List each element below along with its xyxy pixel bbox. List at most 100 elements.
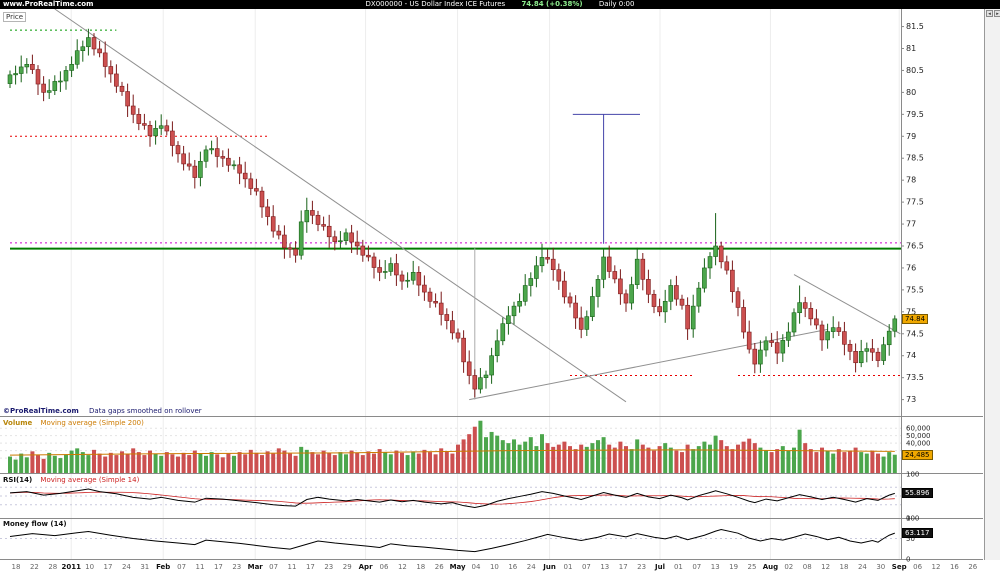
volume-ma-label: Moving average (Simple 200) [40, 419, 144, 427]
svg-text:10: 10 [490, 563, 499, 571]
money-flow-line[interactable] [9, 528, 895, 553]
svg-text:30: 30 [876, 563, 885, 571]
svg-text:100: 100 [906, 471, 919, 479]
svg-text:80: 80 [906, 88, 916, 97]
svg-text:18: 18 [12, 563, 21, 571]
svg-text:81.5: 81.5 [906, 22, 924, 31]
svg-text:25: 25 [748, 563, 757, 571]
svg-text:2011: 2011 [61, 563, 81, 571]
svg-text:60,000: 60,000 [906, 425, 931, 433]
svg-text:06: 06 [913, 563, 922, 571]
svg-text:17: 17 [214, 563, 223, 571]
svg-text:13: 13 [711, 563, 720, 571]
svg-text:0: 0 [906, 556, 910, 564]
scroll-left-button[interactable]: ◂ [986, 10, 993, 17]
svg-text:06: 06 [380, 563, 389, 571]
svg-text:79: 79 [906, 132, 916, 141]
svg-text:76: 76 [906, 263, 916, 272]
svg-text:12: 12 [398, 563, 407, 571]
month-gridlines [70, 9, 900, 559]
svg-text:16: 16 [508, 563, 517, 571]
price-pane-label: Price [3, 12, 27, 22]
instrument-title: DX000000 - US Dollar Index ICE Futures [365, 0, 506, 8]
price-axis[interactable]: 81.5 81 80.5 80 79.5 79 78.5 78 77.5 77 76.5 76 75.5… [901, 22, 924, 404]
svg-text:24: 24 [527, 563, 536, 571]
svg-text:78: 78 [906, 176, 916, 185]
svg-text:17: 17 [619, 563, 628, 571]
svg-text:29: 29 [343, 563, 352, 571]
rsi-value-badge: 55.896 [902, 488, 933, 499]
svg-text:100: 100 [906, 515, 919, 523]
svg-text:12: 12 [821, 563, 830, 571]
scroll-right-button[interactable]: ▸ [994, 10, 1000, 17]
timeframe-label: Daily 0:00 [598, 0, 635, 8]
svg-text:73.5: 73.5 [906, 373, 924, 382]
svg-text:07: 07 [692, 563, 701, 571]
svg-text:02: 02 [784, 563, 793, 571]
svg-text:78.5: 78.5 [906, 154, 924, 163]
svg-text:22: 22 [30, 563, 39, 571]
svg-text:28: 28 [48, 563, 57, 571]
svg-text:26: 26 [968, 563, 977, 571]
volume-pane-label: Volume Moving average (Simple 200) [3, 419, 144, 427]
svg-text:40,000: 40,000 [906, 440, 931, 448]
last-quote: 74.84 (+0.38%) [521, 0, 583, 8]
last-price-badge: 74.84 [902, 313, 929, 324]
horizontal-levels[interactable] [10, 29, 901, 376]
svg-text:24: 24 [122, 563, 131, 571]
date-axis[interactable]: 18 22 28 2011 10 17 24 31 Feb 07 11 17 23 Mar 07 11 17 23… [12, 563, 978, 571]
svg-text:Feb: Feb [156, 563, 170, 571]
money-flow-axis[interactable]: 100 50 0 [906, 515, 919, 564]
svg-text:08: 08 [803, 563, 812, 571]
rsi-pane-label: RSI(14) Moving average (Simple 14) [3, 476, 139, 484]
svg-text:Jun: Jun [542, 563, 556, 571]
svg-text:81: 81 [906, 44, 916, 53]
svg-text:13: 13 [600, 563, 609, 571]
svg-text:0: 0 [906, 515, 910, 523]
top-bar: www.ProRealTime.com DX000000 - US Dollar… [0, 0, 1000, 9]
svg-text:May: May [450, 563, 466, 571]
rsi-ma-label: Moving average (Simple 14) [40, 476, 140, 484]
money-flow-pane-label: Money flow (14) [3, 520, 67, 528]
copyright-note: ©ProRealTime.com Data gaps smoothed on r… [3, 407, 202, 415]
svg-text:31: 31 [140, 563, 149, 571]
svg-text:75: 75 [906, 307, 916, 316]
site-url: www.ProRealTime.com [3, 0, 94, 8]
svg-text:01: 01 [674, 563, 683, 571]
svg-text:73: 73 [906, 395, 916, 404]
svg-text:17: 17 [104, 563, 113, 571]
svg-text:17: 17 [306, 563, 315, 571]
svg-text:12: 12 [932, 563, 941, 571]
svg-text:80.5: 80.5 [906, 66, 924, 75]
pane-separators [0, 9, 983, 560]
svg-text:10: 10 [85, 563, 94, 571]
measure-annotation[interactable] [572, 113, 640, 244]
money-flow-value-badge: 63.117 [902, 528, 933, 539]
svg-text:23: 23 [324, 563, 333, 571]
svg-text:76.5: 76.5 [906, 242, 924, 251]
candlestick-series[interactable] [7, 28, 898, 398]
volume-value-badge: 24,485 [902, 449, 933, 460]
svg-text:23: 23 [637, 563, 646, 571]
svg-text:75.5: 75.5 [906, 285, 924, 294]
data-gaps-note: Data gaps smoothed on rollover [89, 407, 202, 415]
rsi-ma-line[interactable] [9, 491, 895, 505]
svg-text:18: 18 [840, 563, 849, 571]
svg-text:50: 50 [906, 535, 915, 543]
svg-text:74: 74 [906, 351, 916, 360]
svg-text:26: 26 [435, 563, 444, 571]
trendlines[interactable] [54, 8, 901, 403]
copyright-text: ©ProRealTime.com [3, 407, 79, 415]
rsi-line[interactable] [9, 488, 895, 508]
svg-text:16: 16 [950, 563, 959, 571]
volume-ma-line[interactable] [9, 449, 895, 456]
svg-text:77: 77 [906, 220, 916, 229]
svg-text:07: 07 [177, 563, 186, 571]
svg-text:01: 01 [564, 563, 573, 571]
volume-series[interactable] [8, 420, 897, 473]
